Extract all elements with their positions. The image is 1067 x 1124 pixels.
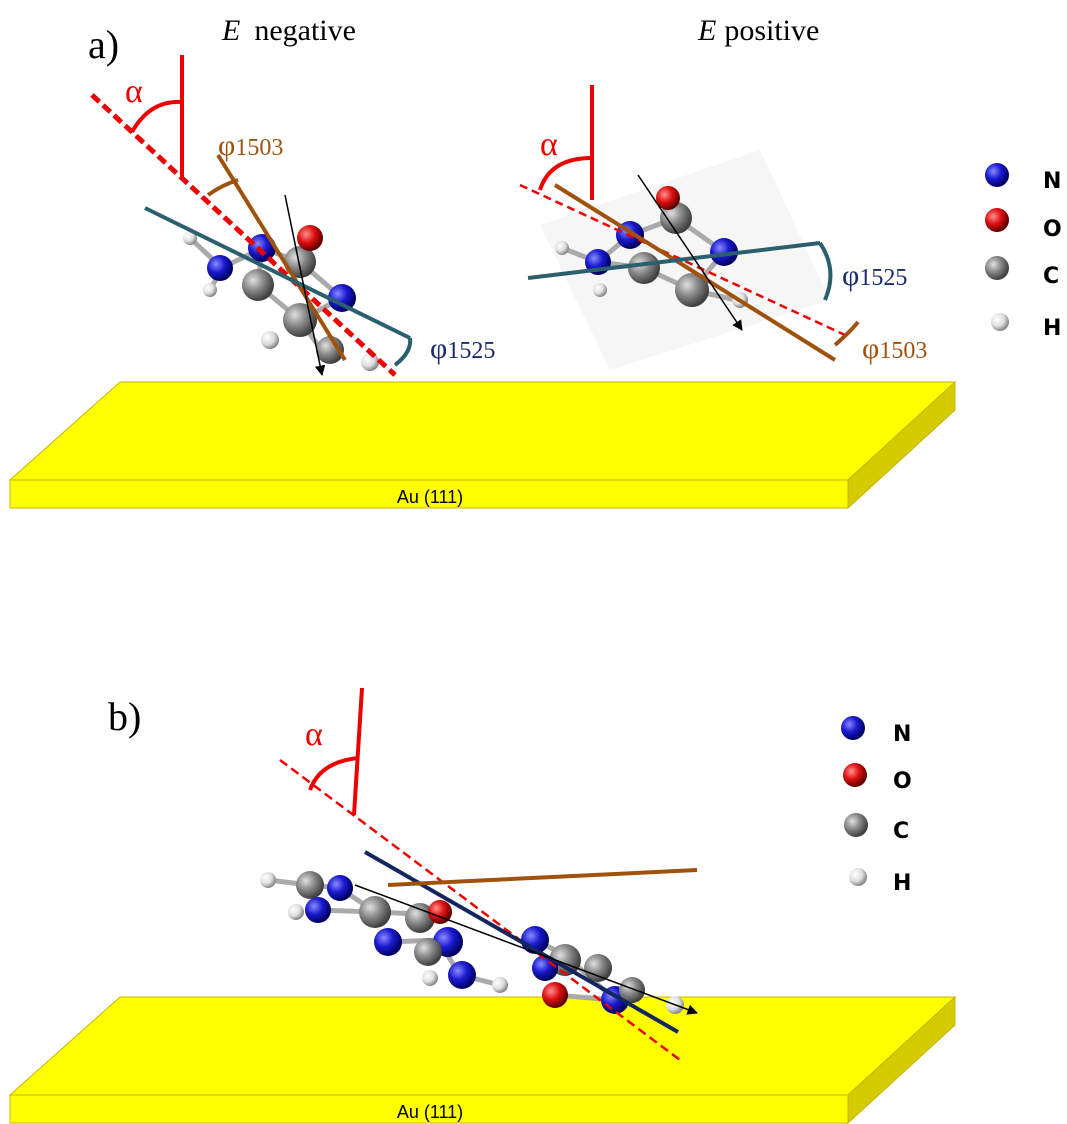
angle-label: φ1503 (218, 129, 283, 162)
subscript: 1503 (235, 135, 283, 161)
variable: E (697, 14, 716, 47)
molecule (183, 225, 379, 371)
angle-label: α (125, 73, 143, 110)
legend: N O C H (841, 716, 912, 896)
molecule (260, 871, 684, 1014)
gold-slab (10, 382, 955, 508)
legend-label: C (1043, 264, 1059, 289)
legend-label: O (893, 769, 912, 794)
angle-label: φ1525 (842, 259, 907, 292)
legend-label: H (1043, 316, 1061, 341)
legend-label: N (1043, 169, 1061, 194)
symbol: φ (862, 332, 879, 365)
legend-label: N (893, 722, 911, 747)
legend-label: H (893, 871, 911, 896)
symbol: φ (842, 259, 859, 292)
variable: E (221, 14, 240, 47)
panel-label: b) (108, 694, 141, 739)
gold-slab (10, 997, 955, 1123)
subscript: 1503 (879, 338, 927, 364)
legend: N O C H (985, 163, 1062, 341)
subscript: 1525 (447, 338, 495, 364)
symbol: φ (430, 332, 447, 365)
condition: negative (254, 14, 356, 47)
subscript: 1525 (859, 265, 907, 291)
surface-label: Au (111) (397, 1102, 463, 1122)
angle-label: φ1503 (862, 332, 927, 365)
legend-label: C (893, 819, 909, 844)
symbol: φ (218, 129, 235, 162)
figure: Au (111) a) Enegative Epositive α φ1503 … (0, 0, 1067, 1124)
condition: positive (724, 14, 819, 47)
legend-label: O (1043, 217, 1062, 242)
panel-label: a) (88, 22, 119, 67)
angle-label: α (305, 716, 323, 753)
surface-label: Au (111) (397, 487, 463, 507)
angle-label: α (540, 126, 558, 163)
angle-label: φ1525 (430, 332, 495, 365)
